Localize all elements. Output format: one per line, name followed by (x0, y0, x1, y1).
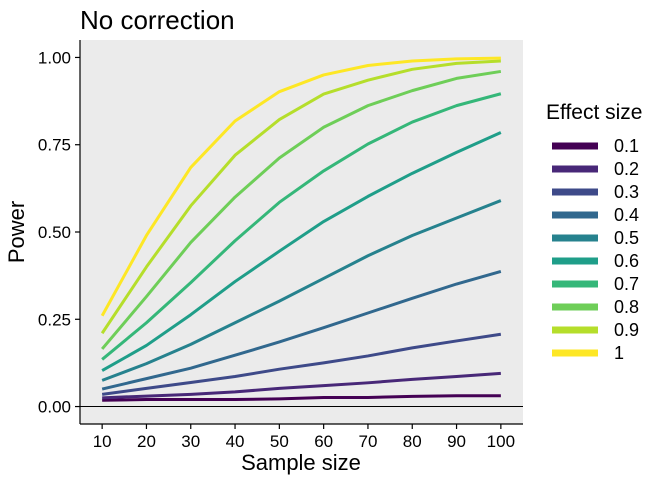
series-line-6 (101, 92, 502, 361)
series-line-2 (101, 332, 502, 396)
x-tick-label-7: 80 (403, 432, 422, 451)
legend-label-1: 0.2 (614, 159, 639, 179)
x-tick-label-6: 70 (358, 432, 377, 451)
legend-label-2: 0.3 (614, 182, 639, 202)
y-tick-label-2: 0.50 (38, 223, 71, 242)
series-line-1 (102, 371, 501, 400)
legend-label-4: 0.5 (614, 228, 639, 248)
x-tick-label-4: 50 (270, 432, 289, 451)
x-tick-label-8: 90 (447, 432, 466, 451)
legend-label-8: 0.9 (614, 320, 639, 340)
series-line-5 (101, 131, 502, 372)
x-axis-title: Sample size (241, 450, 361, 475)
y-tick-label-3: 0.75 (38, 136, 71, 155)
legend-label-7: 0.8 (614, 297, 639, 317)
x-tick-label-5: 60 (314, 432, 333, 451)
series-line-4 (101, 199, 502, 382)
legend-label-3: 0.4 (614, 205, 639, 225)
legend-label-5: 0.6 (614, 251, 639, 271)
series-line-0 (102, 394, 501, 402)
series-line-3 (101, 270, 502, 391)
series-line-9 (100, 56, 501, 317)
chart-title: No correction (80, 5, 235, 35)
legend-label-6: 0.7 (614, 274, 639, 294)
y-axis-title: Power (4, 201, 29, 263)
series-line-7 (101, 69, 502, 350)
y-tick-label-0: 0.00 (38, 398, 71, 417)
series-line-8 (100, 59, 501, 335)
x-tick-label-2: 30 (181, 432, 200, 451)
x-tick-label-3: 40 (226, 432, 245, 451)
x-tick-label-9: 100 (487, 432, 515, 451)
legend: Effect size 0.1 0.2 0.3 0.4 0.5 0.6 0.7 0.8 0.9 1 (546, 101, 643, 363)
x-tick-label-1: 20 (137, 432, 156, 451)
legend-title: Effect size (546, 101, 643, 124)
y-tick-label-4: 1.00 (38, 48, 71, 67)
y-tick-label-1: 0.25 (38, 310, 71, 329)
legend-label-0: 0.1 (614, 136, 639, 156)
legend-label-9: 1 (614, 343, 624, 363)
x-tick-label-0: 10 (93, 432, 112, 451)
